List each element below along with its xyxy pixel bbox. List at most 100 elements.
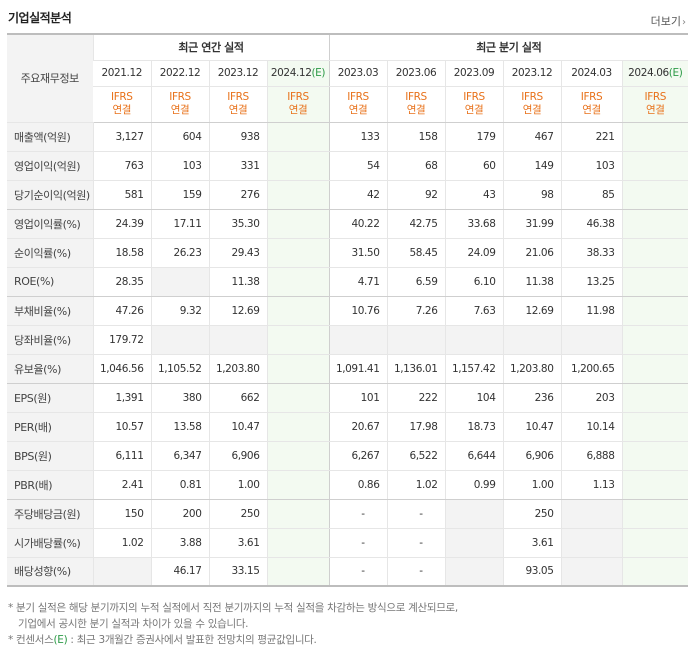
table-cell [621,122,689,152]
table-cell: 60 [444,151,503,181]
table-cell: 17.98 [386,412,445,442]
table-cell: 11.98 [560,296,622,326]
table-cell: 103 [150,151,209,181]
table-cell: 3.61 [502,528,561,558]
table-cell: - [328,557,387,587]
table-cell: 68 [386,151,445,181]
table-cell: 331 [208,151,267,181]
estimate-marker: (E) [53,634,68,646]
table-cell: 6,644 [444,441,503,471]
table-cell: 1,203.80 [502,354,561,384]
row-label: ROE(%) [7,267,93,297]
table-cell: 20.67 [328,412,387,442]
table-cell [444,499,503,529]
ifrs-consolidated: 연결 [228,104,248,116]
table-row: 순이익률(%) 18.58 26.23 29.43 31.50 58.45 24.09 21.… [7,238,689,268]
period-header: 2022.12 [150,60,209,87]
row-label: 당기순이익(억원) [7,180,93,210]
row-label: 배당성향(%) [7,557,93,587]
table-row: 부채비율(%) 47.26 9.32 12.69 10.76 7.26 7.63 12.69 1… [7,296,689,326]
table-row: EPS(원) 1,391 380 662 101 222 104 236 203 [7,383,689,413]
table-cell [386,325,445,355]
ifrs-label: IFRS 연결 [621,86,689,123]
row-label: 영업이익률(%) [7,209,93,239]
row-label: 당좌비율(%) [7,325,93,355]
table-cell [266,412,329,442]
table-cell: 0.99 [444,470,503,500]
ifrs-standard: IFRS [287,91,309,103]
ifrs-consolidated: 연결 [582,104,601,116]
table-cell: 98 [502,180,561,210]
table-cell: 200 [150,499,209,529]
ifrs-consolidated: 연결 [112,104,132,116]
table-cell [266,499,329,529]
table-cell: 133 [328,122,387,152]
table-cell: 1,136.01 [386,354,445,384]
footnote-1-cont: 기업에서 공시한 분기 실적과 차이가 있을 수 있습니다. [18,618,249,630]
estimate-marker: (E) [668,67,683,79]
table-cell [266,209,329,239]
table-cell: 21.06 [502,238,561,268]
table-cell: 2.41 [92,470,151,500]
table-cell [266,296,329,326]
period-header: 2024.12(E) [266,60,329,87]
table-cell [621,383,689,413]
table-cell: 10.57 [92,412,151,442]
ifrs-label: IFRS 연결 [386,86,445,123]
table-cell [266,325,329,355]
ifrs-label: IFRS 연결 [208,86,267,123]
table-cell: 58.45 [386,238,445,268]
table-cell: 1,105.52 [150,354,209,384]
table-cell [621,209,689,239]
table-cell: 42.75 [386,209,445,239]
table-row: 당좌비율(%) 179.72 [7,325,689,355]
table-row: 유보율(%) 1,046.56 1,105.52 1,203.80 1,091.41 1,… [7,354,689,384]
table-cell: 11.38 [502,267,561,297]
row-label: 시가배당률(%) [7,528,93,558]
ifrs-consolidated: 연결 [288,104,308,116]
table-cell [621,470,689,500]
table-cell [444,528,503,558]
table-cell: 6.59 [386,267,445,297]
ifrs-standard: IFRS [644,91,667,103]
table-cell: 7.26 [386,296,445,326]
period-label: 2024.03 [571,67,612,79]
chevron-right-icon[interactable]: › [682,17,686,28]
table-cell: 12.69 [208,296,267,326]
table-cell: 85 [560,180,622,210]
row-label: PBR(배) [7,470,93,500]
quarter-group-header: 최근 분기 실적 [328,33,689,61]
table-cell: 0.81 [150,470,209,500]
more-link[interactable]: 더보기› [651,13,686,29]
table-cell: 221 [560,122,622,152]
ifrs-consolidated: 연결 [170,104,190,116]
period-header: 2023.12 [502,60,561,87]
period-header: 2021.12 [93,60,151,87]
table-cell: 1.02 [386,470,445,500]
table-cell: 6,888 [560,441,622,471]
section-header: 기업실적분석 더보기› [8,6,688,32]
table-row: 영업이익(억원) 763 103 331 54 68 60 149 103 [7,151,689,181]
table-cell [621,180,689,210]
table-cell: 1.00 [208,470,267,500]
more-label[interactable]: 더보기 [650,15,681,28]
row-label: 매출액(억원) [7,122,93,152]
footnote-1: * 분기 실적은 해당 분기까지의 누적 실적에서 직전 분기까지의 누적 실적… [8,602,458,614]
table-cell [560,528,622,558]
table-cell: 3.88 [150,528,209,558]
ifrs-label: IFRS 연결 [266,86,329,123]
table-cell: 18.58 [92,238,151,268]
table-cell: 276 [208,180,267,210]
table-cell: 54 [328,151,387,181]
table-cell [150,325,209,355]
period-label: 2023.06 [395,67,437,79]
table-row: 주당배당금(원) 150 200 250- -250 [7,499,689,529]
period-label: 2023.09 [453,67,495,79]
table-cell [92,557,151,587]
table-cell [502,325,561,355]
table-cell: 1,203.80 [208,354,267,384]
table-cell: 6,267 [328,441,387,471]
ifrs-standard: IFRS [111,91,133,103]
table-cell [266,238,329,268]
table-cell [266,180,329,210]
